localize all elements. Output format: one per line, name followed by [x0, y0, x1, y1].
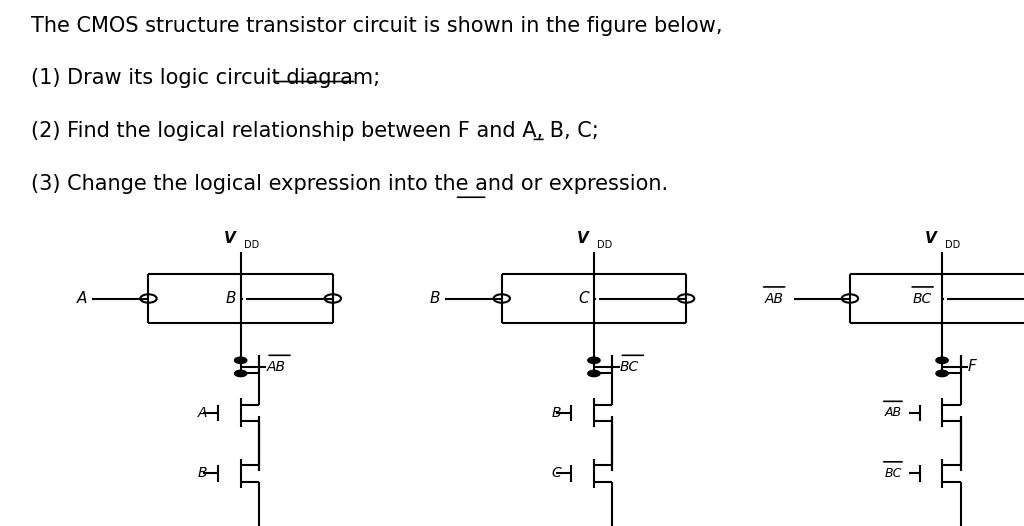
Text: V: V [578, 231, 589, 246]
Text: A: A [77, 291, 87, 306]
Text: V: V [224, 231, 236, 246]
Text: B: B [198, 467, 208, 480]
Text: (3) Change the logical expression into the and or expression.: (3) Change the logical expression into t… [31, 174, 668, 194]
Circle shape [588, 370, 600, 377]
Text: (2) Find the logical relationship between F and A, B, C;: (2) Find the logical relationship betwee… [31, 121, 598, 141]
Text: C: C [551, 467, 561, 480]
Text: DD: DD [945, 240, 961, 250]
Text: AB: AB [885, 407, 901, 419]
Text: C: C [579, 291, 589, 306]
Text: B: B [551, 406, 561, 420]
Text: AB: AB [266, 360, 286, 374]
Text: AB: AB [765, 291, 783, 306]
Text: A: A [198, 406, 208, 420]
Text: DD: DD [244, 240, 259, 250]
Circle shape [936, 357, 948, 363]
Text: F: F [968, 359, 977, 375]
Text: B: B [430, 291, 440, 306]
Text: BC: BC [620, 360, 639, 374]
Text: V: V [926, 231, 937, 246]
Text: BC: BC [913, 291, 932, 306]
Text: (1) Draw its logic circuit diagram;: (1) Draw its logic circuit diagram; [31, 68, 380, 88]
Text: The CMOS structure transistor circuit is shown in the figure below,: The CMOS structure transistor circuit is… [31, 16, 722, 36]
Text: DD: DD [597, 240, 612, 250]
Text: B: B [225, 291, 236, 306]
Circle shape [234, 370, 247, 377]
Circle shape [588, 357, 600, 363]
Text: BC: BC [885, 467, 901, 480]
Circle shape [936, 370, 948, 377]
Circle shape [234, 357, 247, 363]
